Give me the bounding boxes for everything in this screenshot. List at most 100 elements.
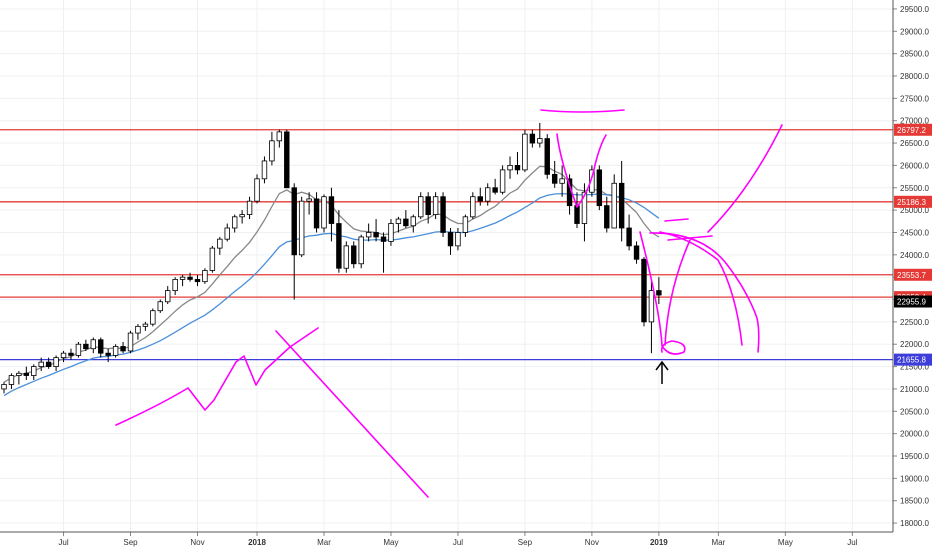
- candle-body: [596, 169, 603, 207]
- grid-lines: [0, 0, 893, 532]
- drawing-top-loop: [556, 133, 607, 208]
- candle-body: [261, 160, 268, 180]
- candle-body: [217, 238, 223, 249]
- candle-body: [165, 290, 171, 303]
- candle-body: [53, 357, 59, 367]
- time-axis: Jul Sep Nov 2018 Mar May Jul Sep Nov 2019 Mar May Ju…: [0, 531, 893, 547]
- candle-body: [388, 223, 394, 242]
- candle-body: [90, 339, 97, 350]
- x-tick-label: 2018: [248, 538, 266, 547]
- y-tick-label: 20000.0: [900, 430, 929, 439]
- candle-body: [373, 232, 379, 238]
- candle-body: [589, 169, 595, 193]
- x-tick-label: Mar: [712, 538, 726, 547]
- candle-body: [574, 205, 580, 224]
- candle-body: [31, 366, 37, 376]
- y-tick-label: 21000.0: [900, 385, 929, 394]
- candle-body: [604, 205, 610, 229]
- y-tick-label: 24000.0: [900, 251, 929, 260]
- level-label-bg: [894, 195, 932, 208]
- candle-body: [633, 245, 640, 260]
- candle-body: [432, 196, 439, 215]
- candle-body: [224, 227, 230, 240]
- drawing-bottom-loop: [639, 231, 686, 355]
- candle-body: [365, 232, 372, 238]
- candle-body: [351, 245, 357, 265]
- x-tick-label: Jul: [58, 538, 68, 547]
- candle-body: [656, 290, 662, 296]
- candle-body: [611, 182, 617, 229]
- candle-body: [328, 196, 335, 224]
- y-tick-label: 21500.0: [900, 363, 929, 372]
- x-tick-label: Nov: [190, 538, 204, 547]
- candle-body: [179, 276, 186, 280]
- y-tick-label: 28500.0: [900, 50, 929, 59]
- y-tick-label: 25000.0: [900, 206, 929, 215]
- level-label: 26797.2: [897, 126, 926, 135]
- y-tick-label: 27500.0: [900, 94, 929, 103]
- candle-body: [83, 343, 89, 350]
- candle-body: [641, 258, 647, 323]
- drawing-inner-swing: [659, 231, 743, 346]
- candle-body: [291, 187, 297, 256]
- y-tick-label: 22500.0: [900, 318, 929, 327]
- current-price-label-bg: [894, 295, 932, 308]
- candle-body: [648, 290, 655, 323]
- x-tick-label: Jul: [453, 538, 463, 547]
- level-label-bg: [894, 353, 932, 366]
- candle-body: [618, 182, 625, 229]
- candle-body: [150, 310, 156, 325]
- candle-body: [440, 196, 446, 233]
- candle-body: [202, 270, 208, 283]
- x-tick-label: Jul: [847, 538, 857, 547]
- candle-body: [172, 279, 178, 291]
- candle-body: [537, 138, 543, 144]
- candle-body: [98, 339, 104, 354]
- candle-body: [477, 196, 483, 202]
- candle-body: [306, 198, 312, 202]
- y-tick-label: 18500.0: [900, 497, 929, 506]
- y-tick-label: 25500.0: [900, 184, 929, 193]
- candle-body: [529, 133, 536, 144]
- horizontal-levels: [0, 129, 893, 361]
- drawing-left-wave: [115, 327, 319, 426]
- candle-body: [269, 140, 275, 162]
- y-tick-label: 24500.0: [900, 228, 929, 237]
- drawing-cross-line: [275, 330, 429, 498]
- x-tick-label: Sep: [123, 538, 138, 547]
- y-tick-label: 19000.0: [900, 474, 929, 483]
- y-tick-label: 19500.0: [900, 452, 929, 461]
- level-label: 23553.7: [897, 271, 926, 280]
- drawing-top-arc: [540, 109, 625, 113]
- candle-body: [254, 178, 260, 202]
- candle-body: [462, 216, 469, 233]
- y-tick-label: 22000.0: [900, 340, 929, 349]
- candle-body: [8, 375, 15, 385]
- candle-body: [239, 214, 245, 218]
- candle-body: [544, 138, 550, 175]
- candle-body: [142, 323, 149, 327]
- x-tick-label: Sep: [518, 538, 533, 547]
- candle-body: [410, 216, 416, 227]
- candle-body: [447, 232, 454, 247]
- x-tick-label: May: [383, 538, 398, 547]
- candle-body: [187, 276, 193, 280]
- y-tick-label: 26000.0: [900, 161, 929, 170]
- candle-body: [425, 196, 431, 215]
- candle-body: [485, 187, 491, 202]
- candle-body: [120, 346, 126, 352]
- candle-body: [23, 372, 30, 376]
- candle-body: [246, 200, 253, 215]
- y-tick-label: 18000.0: [900, 519, 929, 528]
- candle-body: [313, 198, 320, 229]
- candle-body: [209, 247, 216, 271]
- candle-body: [135, 325, 141, 334]
- x-tick-label: May: [778, 538, 793, 547]
- candle-body: [522, 133, 528, 171]
- x-tick-label: Mar: [317, 538, 331, 547]
- candle-body: [276, 131, 283, 142]
- candle-body: [157, 301, 163, 312]
- candle-body: [105, 352, 111, 356]
